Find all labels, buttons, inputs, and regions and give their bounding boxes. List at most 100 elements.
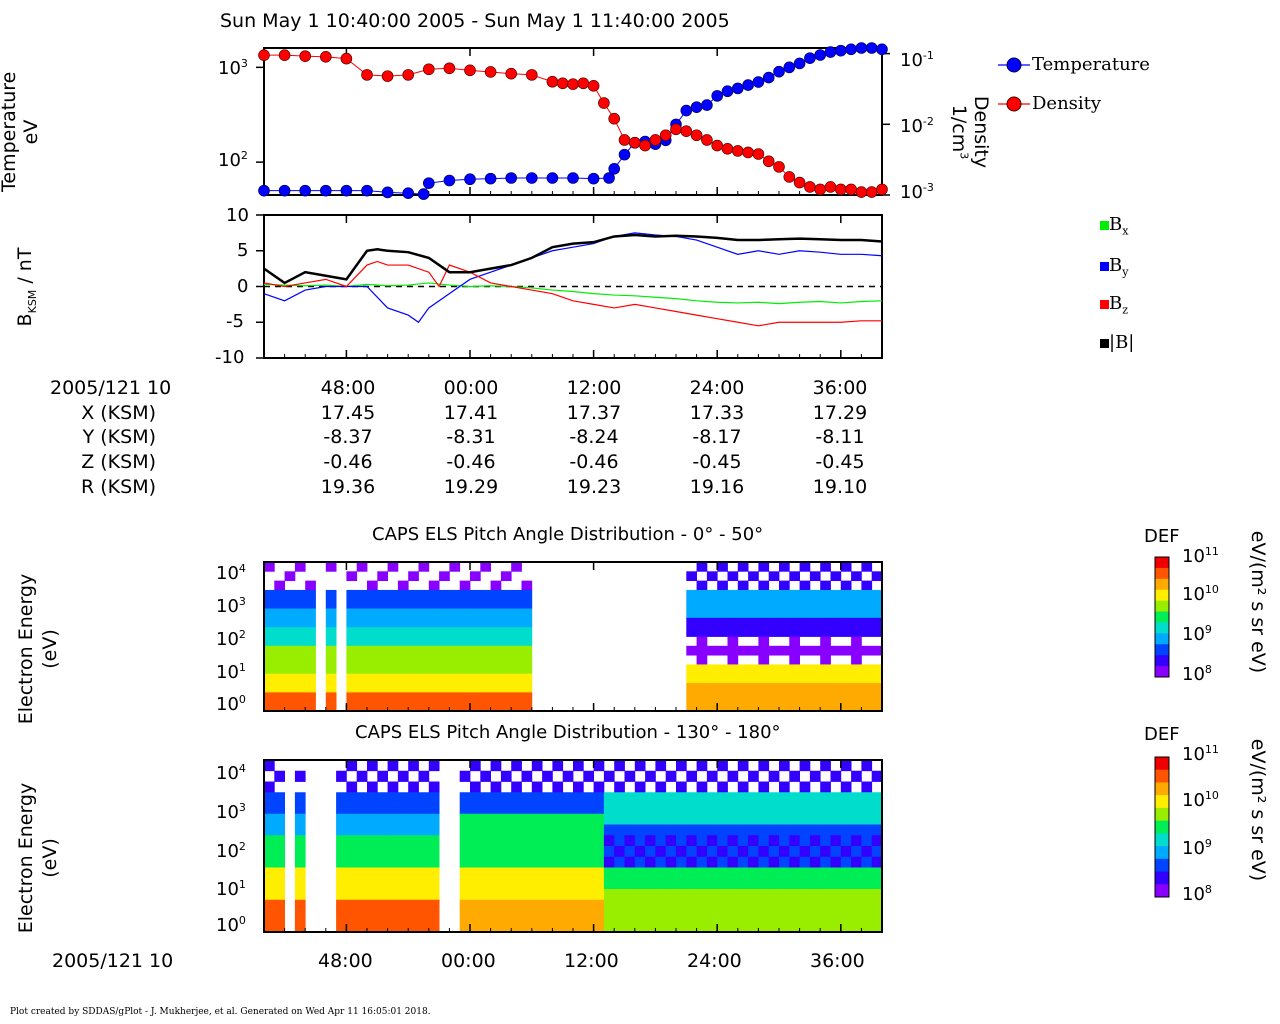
els2-cell <box>583 899 594 911</box>
els1-cell <box>274 655 285 665</box>
els1-cell <box>387 599 399 609</box>
els2-cell <box>408 899 419 911</box>
els1-cell <box>459 599 471 609</box>
els2-cell <box>614 846 625 858</box>
els2-cell <box>820 760 831 772</box>
els2-cell <box>294 835 306 847</box>
els2-cell <box>531 910 543 922</box>
temperature-point <box>701 99 713 111</box>
els2-cell <box>387 867 399 879</box>
els2-cell <box>861 835 873 847</box>
els2-cell <box>531 889 543 901</box>
els1-cell <box>748 673 759 684</box>
els2-cbar-cell <box>1155 858 1169 873</box>
els1-cell <box>387 608 399 619</box>
els2-cell <box>511 867 522 879</box>
els1-cell <box>274 673 285 684</box>
els2-cell <box>377 921 388 933</box>
els2-cell <box>459 824 471 836</box>
els1-cell <box>367 645 378 656</box>
els2-cell <box>614 899 625 911</box>
els2-cell <box>531 760 543 772</box>
els2-cell <box>531 781 543 793</box>
els1-cell <box>264 692 275 703</box>
els1-cell <box>706 599 718 609</box>
els2-cell <box>294 899 306 911</box>
els1-cell <box>717 608 728 619</box>
els2-cell <box>336 867 347 879</box>
els2-cell <box>346 835 358 847</box>
els2-cell <box>542 792 553 804</box>
els2-cbar-label: DEF <box>1144 724 1180 745</box>
els2-cell <box>861 899 873 911</box>
els2-cell <box>830 813 842 825</box>
temperature-point <box>299 184 312 197</box>
els2-cell <box>428 910 440 922</box>
els1-cell <box>820 562 831 572</box>
els1-cell <box>325 692 337 703</box>
els2-cell <box>346 899 358 911</box>
els2-cell <box>490 824 502 836</box>
els1-cell <box>861 562 873 572</box>
els2-cell <box>799 824 811 836</box>
els2-cell <box>871 813 883 825</box>
els1-cell <box>480 608 491 619</box>
els2-cell <box>624 792 636 804</box>
els1-cell <box>325 562 337 572</box>
els1-cell <box>840 627 852 637</box>
els2-cell <box>727 813 739 825</box>
els1-cell <box>758 627 770 637</box>
els1-cell <box>325 617 337 628</box>
els1-cell <box>428 580 440 591</box>
els1-cell <box>428 617 440 628</box>
els1-cell <box>490 580 502 591</box>
els1-cell <box>686 692 697 703</box>
els1-cell <box>809 673 821 684</box>
els1-cell <box>408 599 419 609</box>
els2-cell <box>603 856 615 868</box>
els2-cell <box>397 792 409 804</box>
els2-cell <box>418 803 430 815</box>
els2-cell <box>706 910 718 922</box>
els1-cell <box>377 701 388 712</box>
els1-cbar-tick-10: 1010 <box>1182 583 1219 605</box>
els2-cell <box>562 803 574 815</box>
els1-cell <box>397 692 409 703</box>
els2-cell <box>861 867 873 879</box>
els1-cell <box>284 683 296 693</box>
els1-tick-1e3: 103 <box>216 595 246 617</box>
els2-cell <box>480 824 491 836</box>
els1-cell <box>717 692 728 703</box>
els2-cell <box>367 781 378 793</box>
els1-cbar-cell <box>1155 578 1169 591</box>
els1-cell <box>820 692 831 703</box>
els1-cell <box>830 664 842 675</box>
els1-cell <box>367 589 378 600</box>
els1-cell <box>500 599 512 609</box>
els2-cell <box>531 803 543 815</box>
els1-cell <box>397 580 409 591</box>
els2-cell <box>686 878 697 890</box>
els2-cell <box>861 878 873 890</box>
density-point <box>278 49 291 61</box>
els2-cell <box>459 803 471 815</box>
els1-cell <box>490 636 502 647</box>
els2-cell <box>603 824 615 836</box>
density-point <box>525 69 538 81</box>
els1-cell <box>706 645 718 656</box>
els2-cell <box>768 792 780 804</box>
els2-cell <box>624 878 636 890</box>
els1-cell <box>377 645 388 656</box>
els2-cell <box>706 899 718 911</box>
els2-cell <box>397 835 409 847</box>
els1-cell <box>356 664 368 675</box>
els1-cell <box>696 608 708 619</box>
els2-cell <box>809 856 821 868</box>
els2-cell <box>336 835 347 847</box>
els2-cell <box>840 867 852 879</box>
els1-cell <box>449 589 461 600</box>
els1-cell <box>696 655 708 665</box>
els2-cell <box>428 760 440 772</box>
els2-cell <box>428 792 440 804</box>
els2-cell <box>264 899 275 911</box>
